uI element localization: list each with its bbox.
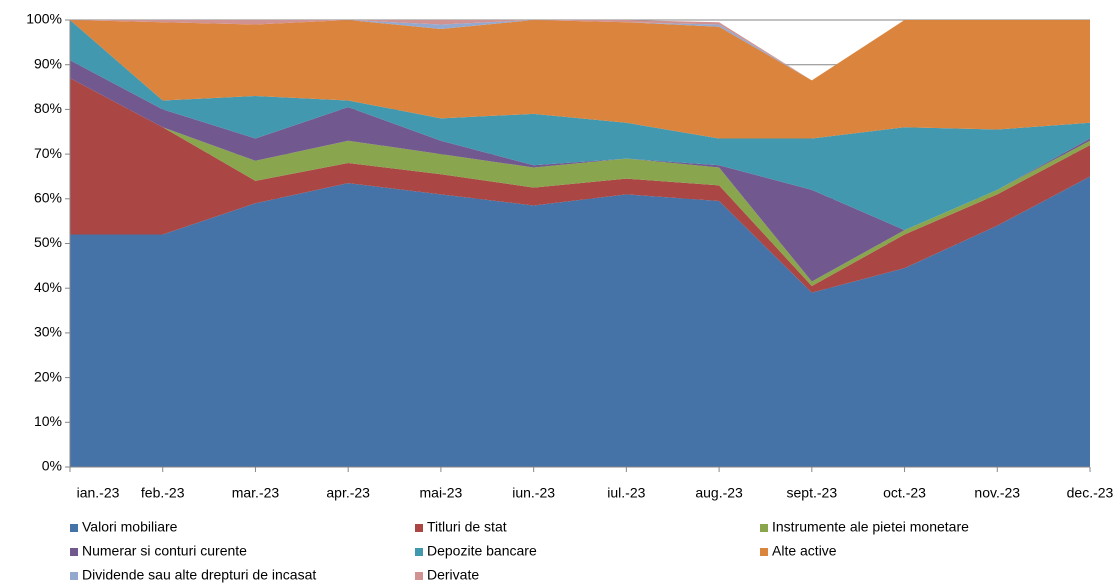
legend-swatch [760, 524, 768, 532]
legend-label: Valori mobiliare [82, 519, 178, 535]
x-tick-label: iun.-23 [512, 485, 555, 501]
area [70, 20, 1090, 231]
legend-label: Depozite bancare [427, 543, 537, 559]
y-tick-label: 20% [34, 368, 62, 384]
x-tick-label: mai-23 [420, 485, 463, 501]
x-tick-label: oct.-23 [883, 485, 926, 501]
x-tick-label: apr.-23 [326, 485, 370, 501]
y-tick-label: 40% [34, 279, 62, 295]
y-tick-label: 100% [26, 11, 62, 27]
x-tick-label: sept.-23 [787, 485, 838, 501]
legend-swatch [70, 524, 78, 532]
legend-swatch [415, 524, 423, 532]
x-tick-label: dec.-23 [1067, 485, 1114, 501]
x-tick-label: nov.-23 [974, 485, 1020, 501]
legend-swatch [415, 548, 423, 556]
legend-label: Instrumente ale pietei monetare [772, 519, 969, 535]
legend-swatch [760, 548, 768, 556]
area [70, 78, 1090, 286]
legend-label: Numerar si conturi curente [82, 543, 247, 559]
area [70, 78, 1090, 293]
y-tick-label: 70% [34, 145, 62, 161]
x-tick-label: feb.-23 [141, 485, 185, 501]
y-tick-label: 60% [34, 190, 62, 206]
legend-label: Derivate [427, 567, 479, 583]
y-tick-label: 50% [34, 234, 62, 250]
legend-label: Alte active [772, 543, 837, 559]
x-tick-label: aug.-23 [695, 485, 743, 501]
legend-label: Dividende sau alte drepturi de incasat [82, 567, 316, 583]
x-tick-label: iul.-23 [607, 485, 645, 501]
y-tick-label: 10% [34, 413, 62, 429]
y-tick-label: 0% [42, 458, 62, 474]
legend-label: Titluri de stat [427, 519, 507, 535]
area [70, 176, 1090, 467]
legend-swatch [70, 548, 78, 556]
y-tick-label: 80% [34, 100, 62, 116]
y-tick-label: 30% [34, 324, 62, 340]
y-tick-label: 90% [34, 55, 62, 71]
legend-swatch [70, 572, 78, 580]
x-tick-label: ian.-23 [77, 485, 120, 501]
area [70, 20, 1090, 139]
x-tick-label: mar.-23 [232, 485, 280, 501]
area [70, 60, 1090, 282]
legend-swatch [415, 572, 423, 580]
